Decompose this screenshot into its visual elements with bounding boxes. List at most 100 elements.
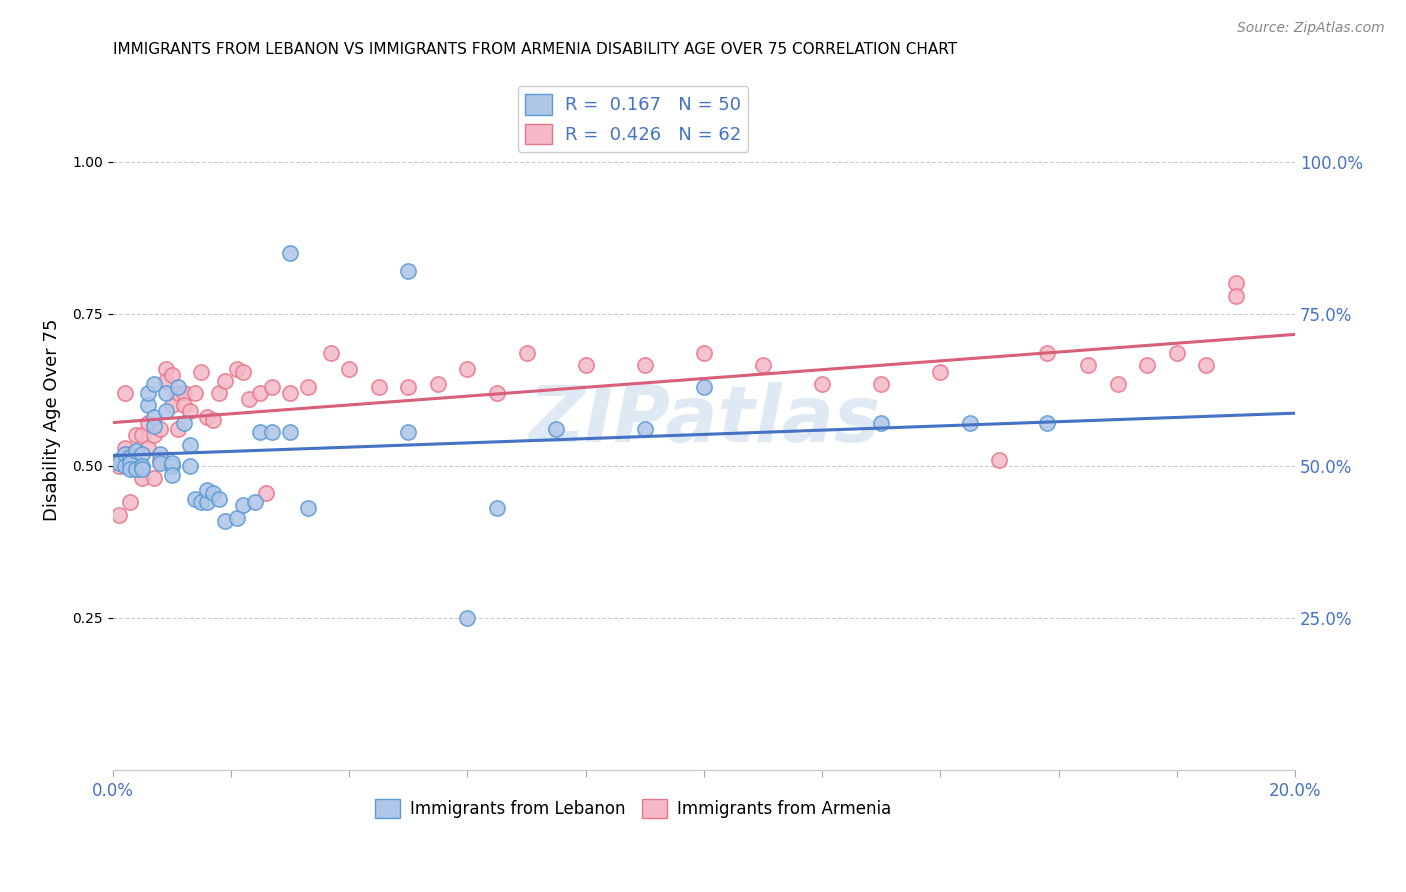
Point [160, 398, 183, 412]
Point [190, 495, 212, 509]
Point [214, 374, 236, 388]
Point [149, 452, 172, 467]
Point [232, 499, 254, 513]
Point [114, 385, 136, 400]
Point [225, 510, 247, 524]
Point [249, 425, 271, 440]
Point [149, 447, 172, 461]
Point [232, 365, 254, 379]
Point [107, 458, 129, 473]
Point [143, 471, 166, 485]
Point [107, 508, 129, 522]
Point [1107, 376, 1129, 391]
Point [131, 447, 153, 461]
Point [1195, 359, 1218, 373]
Point [136, 385, 159, 400]
Point [485, 501, 508, 516]
Point [184, 492, 207, 507]
Point [254, 486, 277, 500]
Point [262, 425, 284, 440]
Point [634, 422, 657, 436]
Point [131, 462, 153, 476]
Point [297, 501, 319, 516]
Point [155, 361, 177, 376]
Point [752, 359, 775, 373]
Y-axis label: Disability Age Over 75: Disability Age Over 75 [44, 319, 60, 522]
Point [179, 404, 201, 418]
Point [214, 514, 236, 528]
Point [321, 346, 343, 360]
Point [225, 361, 247, 376]
Point [190, 365, 212, 379]
Point [243, 495, 266, 509]
Point [693, 346, 716, 360]
Point [173, 416, 195, 430]
Point [396, 264, 419, 278]
Point [131, 458, 153, 473]
Point [426, 376, 449, 391]
Point [143, 428, 166, 442]
Point [278, 425, 301, 440]
Text: ZIPatlas: ZIPatlas [527, 382, 880, 458]
Point [367, 380, 389, 394]
Point [136, 398, 159, 412]
Point [179, 437, 201, 451]
Point [238, 392, 260, 406]
Text: Source: ZipAtlas.com: Source: ZipAtlas.com [1237, 21, 1385, 35]
Point [125, 462, 148, 476]
Point [456, 611, 478, 625]
Point [160, 368, 183, 382]
Point [959, 416, 981, 430]
Point [160, 467, 183, 482]
Point [195, 483, 218, 498]
Point [870, 416, 893, 430]
Point [155, 404, 177, 418]
Point [1035, 346, 1057, 360]
Point [1166, 346, 1188, 360]
Point [184, 385, 207, 400]
Point [114, 441, 136, 455]
Point [131, 471, 153, 485]
Point [811, 376, 834, 391]
Point [107, 452, 129, 467]
Text: IMMIGRANTS FROM LEBANON VS IMMIGRANTS FROM ARMENIA DISABILITY AGE OVER 75 CORREL: IMMIGRANTS FROM LEBANON VS IMMIGRANTS FR… [112, 42, 957, 57]
Point [179, 458, 201, 473]
Point [160, 456, 183, 470]
Point [1077, 359, 1099, 373]
Point [143, 376, 166, 391]
Point [166, 422, 188, 436]
Point [125, 458, 148, 473]
Point [173, 385, 195, 400]
Point [249, 385, 271, 400]
Point [1225, 277, 1247, 291]
Point [208, 492, 231, 507]
Point [136, 441, 159, 455]
Point [160, 458, 183, 473]
Point [195, 410, 218, 425]
Point [143, 419, 166, 434]
Point [173, 398, 195, 412]
Point [136, 416, 159, 430]
Point [262, 380, 284, 394]
Point [988, 452, 1011, 467]
Point [396, 425, 419, 440]
Point [120, 462, 142, 476]
Point [278, 385, 301, 400]
Point [575, 359, 598, 373]
Point [107, 456, 129, 470]
Point [131, 428, 153, 442]
Point [202, 413, 225, 427]
Point [202, 486, 225, 500]
Point [278, 246, 301, 260]
Point [1136, 359, 1159, 373]
Legend: Immigrants from Lebanon, Immigrants from Armenia: Immigrants from Lebanon, Immigrants from… [368, 792, 898, 824]
Point [1035, 416, 1057, 430]
Point [544, 422, 567, 436]
Point [149, 456, 172, 470]
Point [155, 374, 177, 388]
Point [120, 495, 142, 509]
Point [693, 380, 716, 394]
Point [120, 450, 142, 464]
Point [114, 447, 136, 461]
Point [195, 495, 218, 509]
